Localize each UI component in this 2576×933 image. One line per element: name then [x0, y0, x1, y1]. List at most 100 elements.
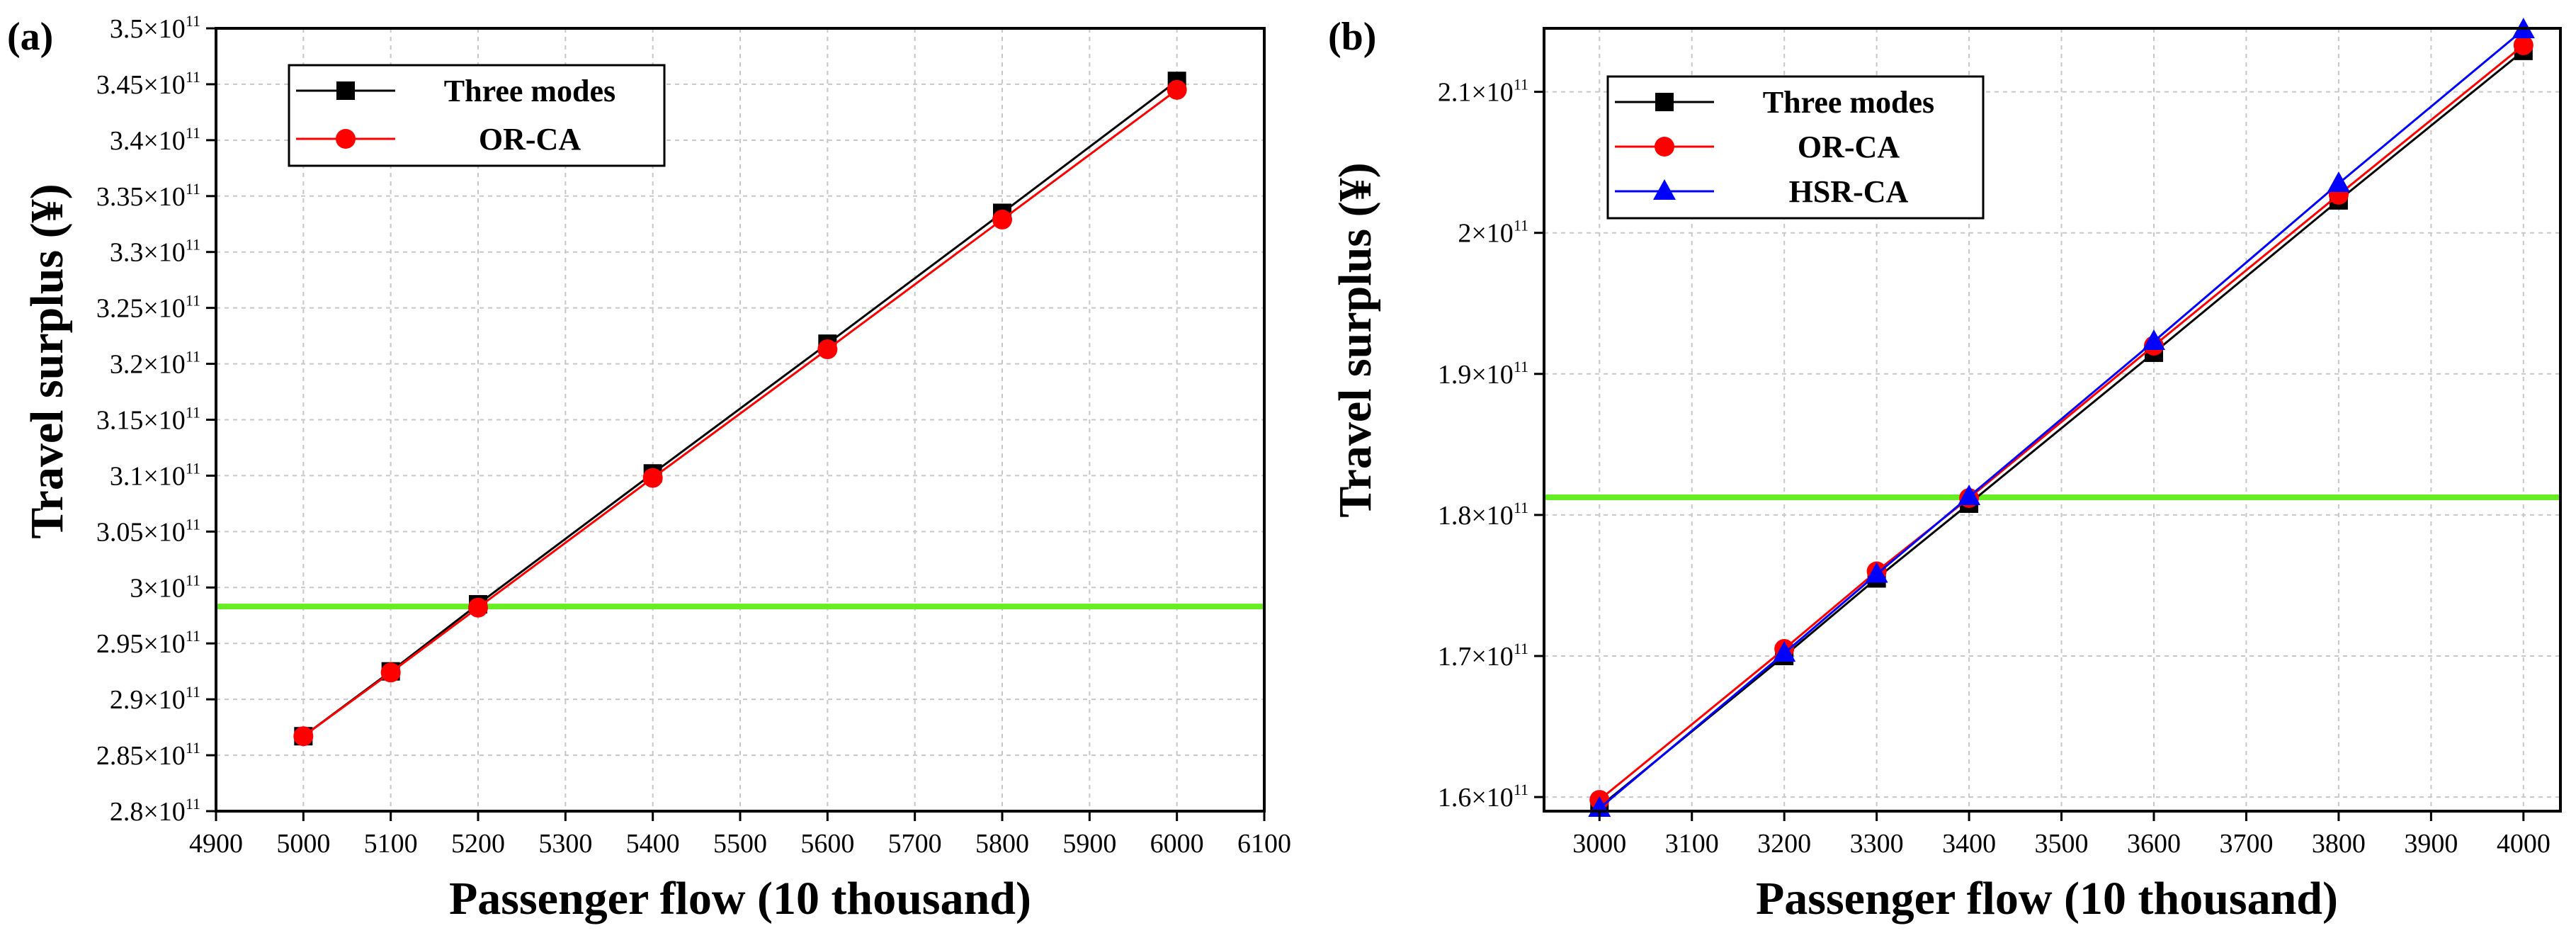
y-tick-exponent: 11: [186, 739, 200, 757]
y-tick-label: 3.5×1011: [110, 12, 200, 44]
y-tick-mantissa: 3.35×10: [96, 182, 186, 212]
y-tick-mantissa: 3.3×10: [110, 238, 186, 268]
legend: Three modes OR-CA HSR-CA: [1606, 75, 1985, 220]
legend-entry: OR-CA: [296, 122, 581, 157]
panel-label: (b): [1328, 15, 1376, 59]
y-tick-mantissa: 3.2×10: [110, 350, 186, 380]
data-point: [1958, 485, 1981, 506]
y-tick-exponent: 11: [1514, 499, 1528, 516]
y-tick-exponent: 11: [1514, 358, 1528, 375]
data-point: [1773, 641, 1796, 662]
legend: Three modes OR-CA: [288, 64, 666, 167]
y-tick-label: 2.85×1011: [96, 739, 200, 771]
y-tick-exponent: 11: [186, 683, 200, 701]
data-point: [468, 597, 488, 618]
y-tick-label: 3×1011: [130, 571, 200, 603]
y-axis-title: Travel surplus (¥): [21, 183, 73, 538]
data-point: [2143, 329, 2165, 350]
data-point: [293, 726, 314, 747]
x-tick-label: 6000: [1150, 829, 1204, 859]
data-point: [2327, 171, 2350, 193]
data-point: [1167, 79, 1187, 100]
y-tick-label: 2.8×1011: [110, 795, 200, 827]
y-tick-exponent: 11: [186, 236, 200, 254]
y-tick-label: 1.6×1011: [1438, 781, 1528, 813]
x-tick-label: 5100: [364, 829, 418, 859]
y-tick-label: 1.9×1011: [1438, 358, 1528, 390]
y-tick-exponent: 11: [186, 68, 200, 86]
legend-entry: Three modes: [1615, 85, 1934, 120]
y-tick-label: 3.05×1011: [96, 515, 200, 547]
y-tick-mantissa: 1.6×10: [1438, 783, 1514, 813]
y-tick-mantissa: 1.7×10: [1438, 642, 1514, 672]
y-tick-label: 2.95×1011: [96, 627, 200, 659]
plot-frame: [1543, 27, 2562, 813]
x-tick-label: 3500: [2035, 829, 2089, 859]
legend-marker: [336, 81, 355, 100]
y-tick-mantissa: 2.85×10: [96, 741, 186, 771]
x-tick-label: 5700: [888, 829, 942, 859]
y-tick-label: 3.15×1011: [96, 404, 200, 436]
x-tick-label: 5200: [451, 829, 505, 859]
y-tick-exponent: 11: [1514, 640, 1528, 657]
y-tick-mantissa: 1.8×10: [1438, 501, 1514, 531]
y-tick-label: 3.4×1011: [110, 124, 200, 156]
y-tick-exponent: 11: [186, 404, 200, 422]
x-tick-label: 5600: [800, 829, 854, 859]
x-axis-title: Passenger flow (10 thousand): [449, 873, 1031, 924]
series-or-ca: [293, 79, 1187, 747]
legend-label: Three modes: [1763, 85, 1934, 120]
legend-marker: [1653, 179, 1676, 200]
y-tick-exponent: 11: [186, 180, 200, 198]
y-tick-mantissa: 3.4×10: [110, 126, 186, 156]
x-tick-label: 3700: [2219, 829, 2273, 859]
x-tick-label: 6100: [1237, 829, 1291, 859]
y-tick-label: 3.2×1011: [110, 348, 200, 380]
y-tick-exponent: 11: [186, 515, 200, 533]
y-tick-exponent: 11: [186, 292, 200, 310]
x-tick-label: 5900: [1062, 829, 1116, 859]
data-point: [1865, 562, 1888, 583]
plot-frame: [215, 27, 1266, 813]
chart-panel-a: (a) 4900 5000 5100 5200 5300 5400 5500 5600 5700…: [7, 12, 1291, 924]
y-tick-exponent: 11: [1514, 217, 1528, 234]
legend-marker: [1655, 137, 1674, 157]
panel-label: (a): [7, 15, 53, 59]
y-tick-label: 1.7×1011: [1438, 640, 1528, 672]
y-tick-exponent: 11: [186, 12, 200, 30]
y-tick-mantissa: 3×10: [130, 573, 185, 603]
y-tick-mantissa: 2.9×10: [110, 685, 186, 715]
x-axis-title: Passenger flow (10 thousand): [1756, 873, 2338, 924]
series-line: [302, 79, 1178, 737]
data-point: [642, 468, 663, 488]
y-tick-exponent: 11: [186, 627, 200, 645]
y-tick-exponent: 11: [186, 571, 200, 589]
series-line: [302, 89, 1178, 737]
y-tick-mantissa: 3.5×10: [110, 14, 186, 44]
legend-label: Three modes: [444, 74, 615, 108]
y-tick-label: 3.35×1011: [96, 180, 200, 212]
x-tick-label: 3000: [1572, 829, 1626, 859]
y-axis-title: Travel surplus (¥): [1329, 162, 1381, 517]
y-tick-label: 2.9×1011: [110, 683, 200, 715]
x-tick-label: 3100: [1665, 829, 1719, 859]
y-tick-mantissa: 1.9×10: [1438, 360, 1514, 390]
y-tick-mantissa: 2×10: [1458, 219, 1513, 249]
y-tick-exponent: 11: [186, 795, 200, 813]
y-tick-exponent: 11: [1514, 781, 1528, 798]
x-tick-label: 5300: [538, 829, 592, 859]
y-tick-mantissa: 3.15×10: [96, 406, 186, 436]
y-tick-mantissa: 3.45×10: [96, 70, 186, 100]
chart-panel-b: (b) 3000 3100 3200 3300 3400 3500 3600 3700 3800…: [1328, 15, 2562, 924]
data-point: [380, 662, 401, 683]
y-tick-mantissa: 3.25×10: [96, 294, 186, 324]
y-tick-mantissa: 3.1×10: [110, 461, 186, 491]
x-tick-label: 5800: [975, 829, 1029, 859]
y-tick-exponent: 11: [186, 124, 200, 142]
data-point: [2513, 35, 2534, 55]
y-tick-mantissa: 2.1×10: [1438, 78, 1514, 108]
y-tick-mantissa: 3.05×10: [96, 517, 186, 547]
y-tick-label: 3.25×1011: [96, 292, 200, 324]
x-tick-label: 3600: [2127, 829, 2181, 859]
data-point: [817, 339, 838, 360]
